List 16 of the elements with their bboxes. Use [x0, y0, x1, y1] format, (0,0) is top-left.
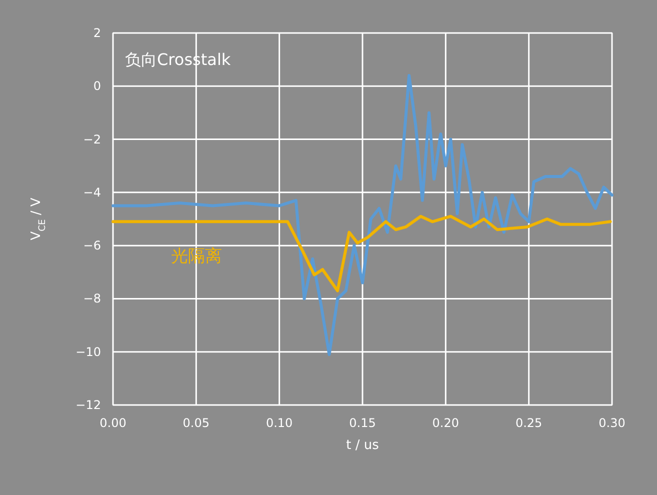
y-tick-label: −10 [76, 344, 101, 359]
y-tick-label: −4 [83, 185, 101, 200]
x-tick-label: 0.20 [432, 416, 460, 430]
x-tick-label: 0.25 [515, 416, 542, 430]
y-tick-label: −8 [83, 292, 101, 306]
x-tick-label: 0.00 [100, 416, 126, 430]
x-tick-label: 0.30 [598, 416, 626, 430]
y-tick-label: 2 [93, 26, 101, 40]
x-tick-label: 0.15 [349, 416, 376, 430]
x-axis-title: t / us [346, 438, 380, 453]
x-tick-label: 0.10 [266, 416, 293, 430]
y-tick-label: −12 [76, 398, 101, 412]
y-tick-label: −6 [83, 238, 101, 253]
y-tick-label: 0 [93, 79, 101, 94]
x-tick-label: 0.05 [182, 416, 210, 430]
y-tick-label: −2 [83, 132, 101, 146]
